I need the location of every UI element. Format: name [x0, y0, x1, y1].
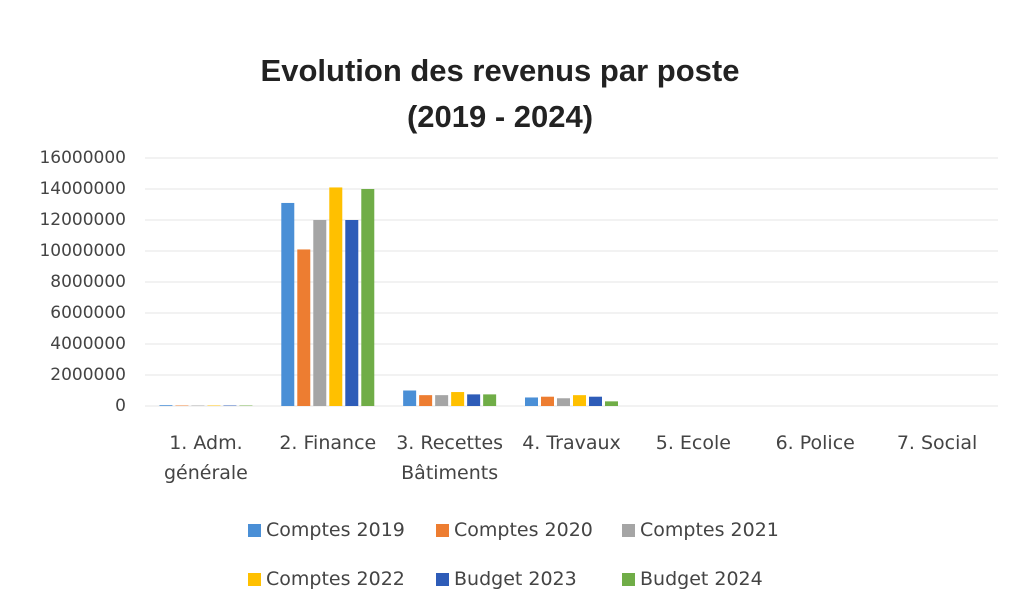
y-tick-label: 2000000: [50, 365, 126, 385]
x-tick-label: 6. Police: [775, 432, 855, 454]
x-tick-label: 1. Adm. générale: [163, 432, 248, 484]
bar: [297, 249, 311, 406]
bar: [159, 405, 173, 406]
y-tick-label: 6000000: [50, 303, 126, 323]
legend-item: Comptes 2020: [436, 519, 593, 541]
y-tick-label: 10000000: [39, 241, 126, 261]
legend-swatch: [622, 523, 635, 537]
legend-item: Comptes 2021: [622, 519, 779, 541]
bar: [573, 395, 586, 406]
x-tick-label: 2. Finance: [279, 432, 377, 454]
legend-label: Budget 2024: [640, 568, 763, 590]
bar: [361, 189, 375, 406]
bar: [589, 396, 602, 406]
bar: [557, 398, 570, 406]
bar: [605, 401, 618, 406]
legend-swatch: [436, 572, 449, 586]
legend-label: Budget 2023: [454, 568, 577, 590]
y-tick-label: 12000000: [39, 210, 126, 230]
bar: [525, 397, 538, 406]
bar: [451, 392, 465, 406]
y-tick-label: 4000000: [50, 334, 126, 354]
legend-item: Comptes 2022: [248, 568, 405, 590]
legend-swatch: [248, 523, 261, 537]
legend-swatch: [436, 523, 449, 537]
legend-swatch: [622, 572, 635, 586]
y-tick-label: 0: [115, 396, 126, 416]
legend-label: Comptes 2020: [454, 519, 593, 541]
legend-label: Comptes 2021: [640, 519, 779, 541]
legend-item: Budget 2023: [436, 568, 577, 590]
bar: [483, 394, 497, 406]
y-tick-label: 14000000: [39, 179, 126, 199]
bar: [345, 220, 359, 406]
legend-item: Comptes 2019: [248, 519, 405, 541]
legend-item: Budget 2024: [622, 568, 763, 590]
legend-label: Comptes 2019: [266, 519, 405, 541]
x-tick-label: 5. Ecole: [655, 432, 731, 454]
bar: [313, 220, 327, 406]
bar: [419, 395, 433, 406]
chart-title: Evolution des revenus par poste (2019 - …: [260, 53, 740, 134]
x-tick-label: 4. Travaux: [522, 432, 621, 454]
bar: [281, 202, 295, 406]
bar: [435, 395, 449, 406]
bar: [403, 390, 417, 406]
bar: [329, 187, 343, 406]
bar: [467, 394, 481, 406]
legend-swatch: [248, 572, 261, 586]
y-tick-label: 16000000: [39, 148, 126, 168]
bar: [541, 396, 554, 406]
y-tick-label: 8000000: [50, 272, 126, 292]
legend-label: Comptes 2022: [266, 568, 405, 590]
x-tick-label: 3. Recettes Bâtiments: [396, 432, 504, 484]
x-tick-label: 7. Social: [896, 432, 978, 454]
